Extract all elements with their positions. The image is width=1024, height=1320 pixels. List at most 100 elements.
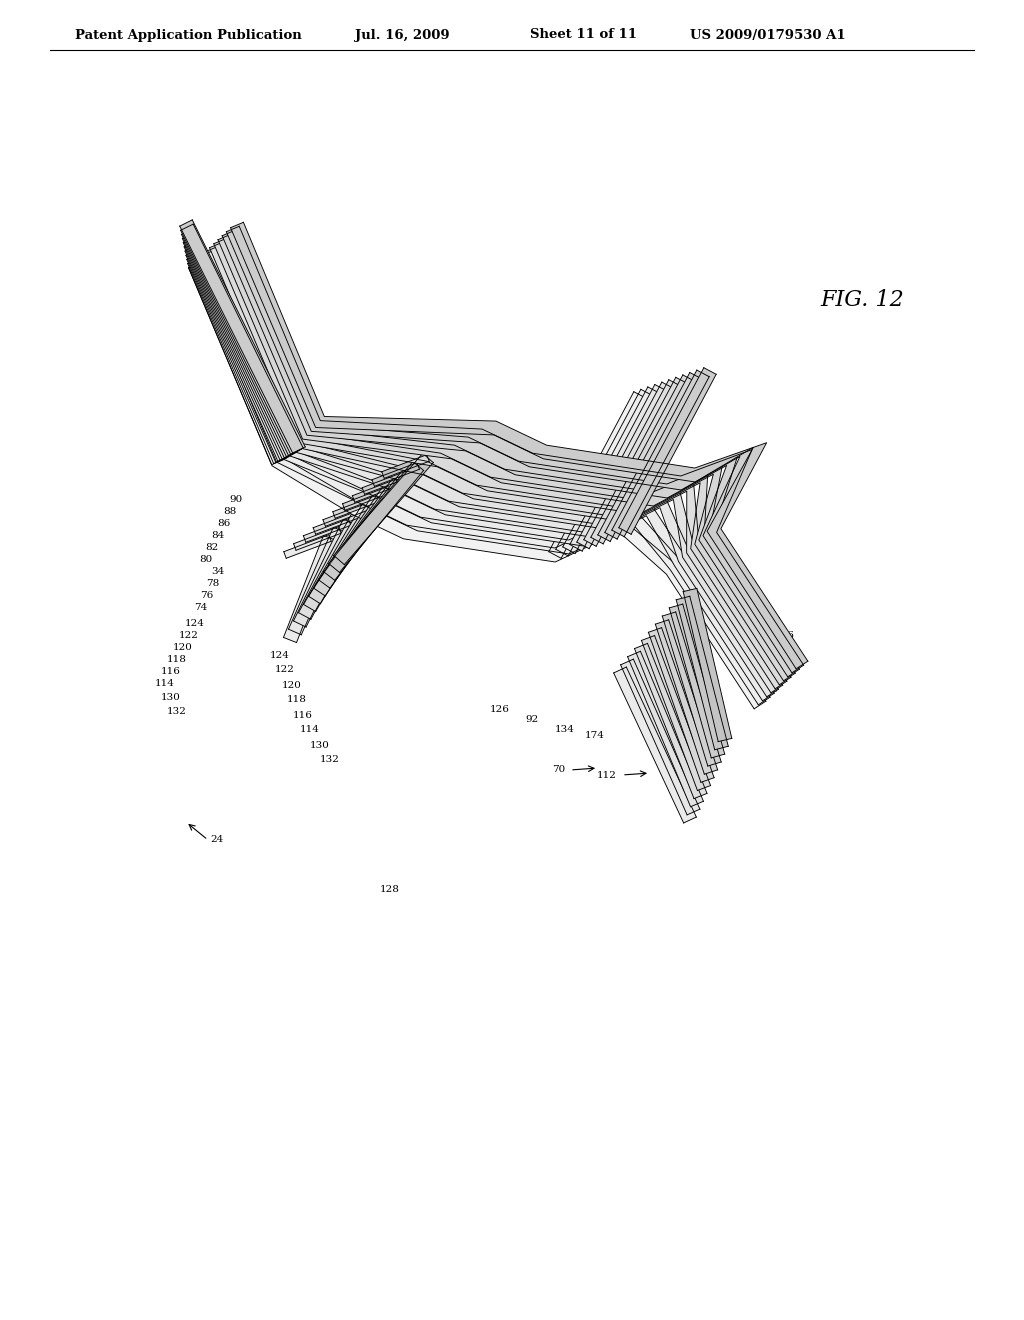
Polygon shape [181,228,301,455]
Text: 130: 130 [310,741,330,750]
Polygon shape [621,659,699,814]
Polygon shape [676,597,728,750]
Text: 160: 160 [771,669,791,678]
Text: 116: 116 [293,710,313,719]
Text: 120: 120 [173,644,193,652]
Text: 132: 132 [321,755,340,764]
Text: 114: 114 [155,680,175,689]
Text: 70: 70 [552,766,565,775]
Polygon shape [372,463,420,486]
Text: Patent Application Publication: Patent Application Publication [75,29,302,41]
Polygon shape [210,243,786,689]
Text: 122: 122 [179,631,199,640]
Polygon shape [183,236,297,458]
Text: 156: 156 [583,441,628,469]
Polygon shape [313,486,394,595]
Text: 82: 82 [206,544,219,553]
Polygon shape [683,589,732,742]
Polygon shape [180,220,305,453]
Polygon shape [635,643,707,799]
Polygon shape [591,378,688,544]
Polygon shape [641,635,711,791]
Polygon shape [577,381,674,549]
Polygon shape [352,479,399,503]
Text: 154: 154 [783,656,803,665]
Polygon shape [201,251,778,697]
Polygon shape [318,478,404,589]
Text: 112: 112 [597,771,617,780]
Polygon shape [323,503,371,527]
Polygon shape [343,487,390,511]
Text: 136: 136 [390,483,428,508]
Text: 134: 134 [555,726,574,734]
Polygon shape [188,263,766,709]
Polygon shape [670,605,725,758]
Polygon shape [655,620,718,774]
Polygon shape [188,263,285,465]
Text: 118: 118 [287,696,307,705]
Polygon shape [187,257,287,463]
Text: 132: 132 [167,708,187,717]
Text: 128: 128 [380,886,400,895]
Polygon shape [206,247,782,693]
Text: 124: 124 [270,651,290,660]
Polygon shape [299,511,366,619]
Polygon shape [218,234,796,681]
Polygon shape [324,470,414,581]
Polygon shape [556,389,653,556]
Polygon shape [193,259,770,705]
Polygon shape [182,232,299,457]
Polygon shape [284,535,331,558]
Polygon shape [214,239,792,685]
Polygon shape [186,253,289,462]
Polygon shape [284,536,337,643]
Polygon shape [289,527,346,635]
Polygon shape [598,375,695,541]
Text: FIG. 12: FIG. 12 [820,289,904,312]
Text: 88: 88 [224,507,237,516]
Polygon shape [222,230,800,677]
Text: 162: 162 [771,644,791,652]
Text: 114: 114 [300,726,319,734]
Text: Jul. 16, 2009: Jul. 16, 2009 [355,29,450,41]
Polygon shape [185,246,293,461]
Polygon shape [613,667,696,822]
Polygon shape [628,651,703,807]
Text: 90: 90 [229,495,243,504]
Text: 78: 78 [206,579,219,589]
Text: Sheet 11 of 11: Sheet 11 of 11 [530,29,637,41]
Polygon shape [313,511,360,535]
Polygon shape [294,527,341,550]
Text: 116: 116 [161,668,181,676]
Text: 158: 158 [759,685,779,694]
Polygon shape [197,255,774,701]
Polygon shape [563,387,660,553]
Polygon shape [308,494,385,603]
Text: 174: 174 [585,730,605,739]
Text: 126: 126 [490,705,510,714]
Text: 124: 124 [185,619,205,628]
Text: 34: 34 [212,568,225,577]
Text: 84: 84 [212,532,225,540]
Polygon shape [663,612,721,766]
Polygon shape [569,384,668,550]
Text: 74: 74 [194,603,207,612]
Polygon shape [294,519,356,627]
Polygon shape [362,471,410,494]
Text: 80: 80 [200,556,213,565]
Text: 92: 92 [525,715,539,725]
Polygon shape [648,628,714,783]
Polygon shape [334,453,433,565]
Text: 130: 130 [161,693,181,702]
Text: 164: 164 [763,618,783,627]
Polygon shape [611,370,710,537]
Polygon shape [329,462,424,573]
Text: 170: 170 [727,578,746,587]
Polygon shape [382,454,429,478]
Polygon shape [605,372,702,539]
Text: 168: 168 [739,591,759,601]
Polygon shape [333,495,380,519]
Polygon shape [549,392,646,558]
Text: 166: 166 [751,605,771,614]
Text: 156: 156 [775,631,795,639]
